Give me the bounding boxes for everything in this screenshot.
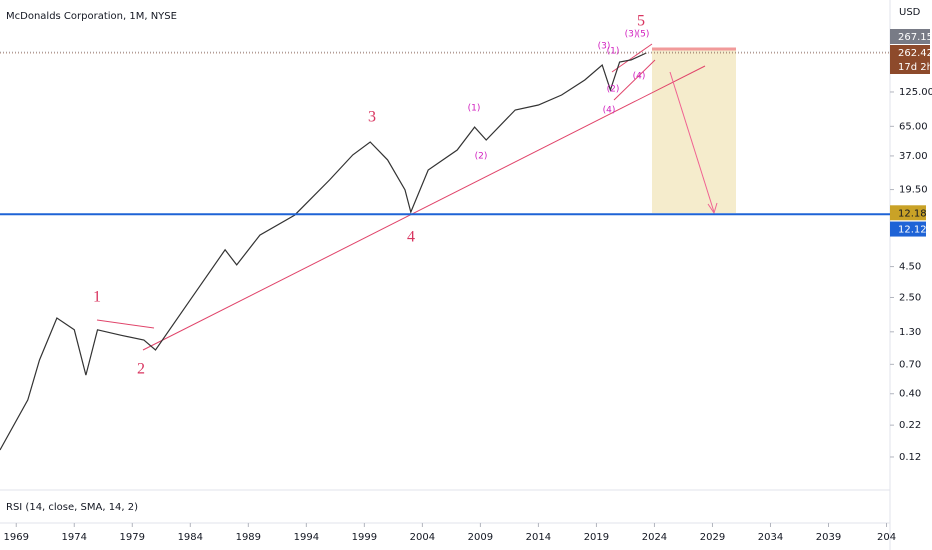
y-tick-label: 1.30 — [899, 327, 921, 338]
subwave-label: (1) — [468, 104, 481, 114]
subwave-label: (4) — [633, 72, 646, 82]
price-badge-label: 262.42 — [898, 48, 932, 59]
y-tick-label: 0.70 — [899, 359, 921, 370]
indicator-label: RSI (14, close, SMA, 14, 2) — [6, 502, 138, 513]
projection-arrow — [669, 71, 715, 213]
x-tick-label: 2029 — [700, 532, 725, 543]
x-tick-label: 2034 — [758, 532, 783, 543]
x-tick-label: 2039 — [816, 532, 841, 543]
x-tick-label: 1979 — [120, 532, 145, 543]
price-line — [0, 52, 647, 451]
countdown: 17d 2h — [898, 62, 932, 73]
countdown-badge — [890, 60, 930, 74]
subwave-label: (3) — [625, 30, 638, 40]
x-tick-label: 1994 — [294, 532, 319, 543]
price-badge-label: 267.15 — [898, 32, 932, 43]
x-tick-label: 1969 — [4, 532, 29, 543]
wave-label: 3 — [368, 109, 376, 126]
subwave-label: (4) — [603, 106, 616, 116]
trend-line — [142, 65, 706, 351]
y-tick-label: 37.00 — [899, 151, 928, 162]
y-tick-label: 0.40 — [899, 389, 921, 400]
subwave-label: (2) — [607, 85, 620, 95]
y-tick-label: 4.50 — [899, 262, 921, 273]
trend-line — [96, 319, 155, 329]
wave-label: 1 — [93, 289, 101, 306]
y-tick-label: 19.50 — [899, 185, 928, 196]
x-tick-label: 1984 — [178, 532, 203, 543]
x-tick-label: 2024 — [642, 532, 667, 543]
y-tick-label: 0.22 — [899, 420, 921, 431]
price-badge — [890, 45, 930, 60]
wave-label: 2 — [137, 361, 145, 378]
subwave-label: (3) — [598, 42, 611, 52]
x-tick-label: 2019 — [584, 532, 609, 543]
price-badge — [890, 205, 926, 221]
x-tick-label: 204 — [877, 532, 896, 543]
price-badge-label: 12.18 — [898, 208, 927, 219]
wave-label: 4 — [407, 229, 415, 246]
currency: USD — [899, 7, 921, 18]
price-badge — [890, 221, 926, 237]
x-tick-label: 1999 — [352, 532, 377, 543]
subwave-label: (2) — [475, 152, 488, 162]
y-tick-label: 65.00 — [899, 121, 928, 132]
x-tick-label: 2009 — [468, 532, 493, 543]
y-tick-label: 0.12 — [899, 452, 921, 463]
trend-line — [613, 59, 656, 101]
wave-label: 5 — [637, 13, 645, 30]
trend-line — [611, 43, 653, 73]
arrow-head — [707, 202, 718, 215]
x-tick-label: 2004 — [410, 532, 435, 543]
price-badge-label: 12.12 — [898, 225, 927, 236]
y-tick-label: 2.50 — [899, 292, 921, 303]
x-tick-label: 2014 — [526, 532, 551, 543]
price-badge — [890, 29, 930, 44]
subwave-label: (5) — [637, 30, 650, 40]
x-tick-label: 1974 — [62, 532, 87, 543]
chart-title: McDonalds Corporation, 1M, NYSE — [6, 11, 177, 22]
subwave-label: (1) — [607, 47, 620, 57]
x-tick-label: 1989 — [236, 532, 261, 543]
projection-box — [652, 49, 736, 213]
y-tick-label: 125.00 — [899, 87, 932, 98]
